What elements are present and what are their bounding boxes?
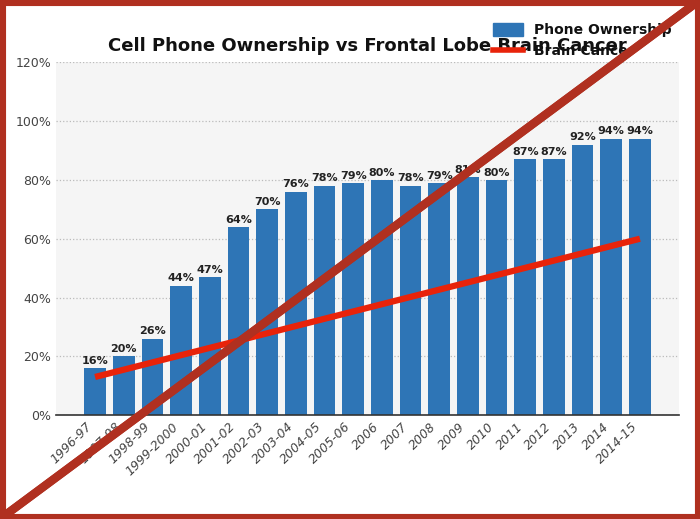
Text: 76%: 76% xyxy=(282,180,309,189)
Text: 64%: 64% xyxy=(225,215,252,225)
Text: 94%: 94% xyxy=(626,127,653,136)
Text: 70%: 70% xyxy=(254,197,281,207)
Bar xyxy=(371,180,393,415)
Bar xyxy=(428,183,450,415)
Bar xyxy=(84,368,106,415)
Text: 44%: 44% xyxy=(168,274,195,283)
Bar xyxy=(572,145,594,415)
Bar xyxy=(170,286,192,415)
Bar xyxy=(601,139,622,415)
Bar xyxy=(629,139,651,415)
Text: 16%: 16% xyxy=(82,356,108,366)
Bar xyxy=(400,186,421,415)
Bar xyxy=(141,339,163,415)
Text: 79%: 79% xyxy=(426,171,453,181)
Text: 20%: 20% xyxy=(111,344,137,354)
Text: 79%: 79% xyxy=(340,171,367,181)
Bar xyxy=(314,186,335,415)
Text: 80%: 80% xyxy=(369,168,395,177)
Text: 92%: 92% xyxy=(569,132,596,142)
Text: 78%: 78% xyxy=(397,173,424,183)
Bar xyxy=(285,192,307,415)
Bar xyxy=(113,357,134,415)
Bar xyxy=(199,277,220,415)
Bar xyxy=(256,209,278,415)
Bar xyxy=(342,183,364,415)
Bar xyxy=(543,159,565,415)
Bar xyxy=(457,177,479,415)
Text: 87%: 87% xyxy=(512,147,538,157)
Text: 80%: 80% xyxy=(483,168,510,177)
Text: 26%: 26% xyxy=(139,326,166,336)
Title: Cell Phone Ownership vs Frontal Lobe Brain Cancer: Cell Phone Ownership vs Frontal Lobe Bra… xyxy=(108,37,627,55)
Legend: Phone Ownership, Brain Cancer: Phone Ownership, Brain Cancer xyxy=(493,23,672,58)
Bar xyxy=(228,227,249,415)
Text: 87%: 87% xyxy=(540,147,567,157)
Text: 94%: 94% xyxy=(598,127,624,136)
Bar xyxy=(514,159,536,415)
Text: 47%: 47% xyxy=(197,265,223,275)
Text: 81%: 81% xyxy=(454,165,481,174)
Text: 78%: 78% xyxy=(312,173,338,183)
Bar xyxy=(486,180,508,415)
